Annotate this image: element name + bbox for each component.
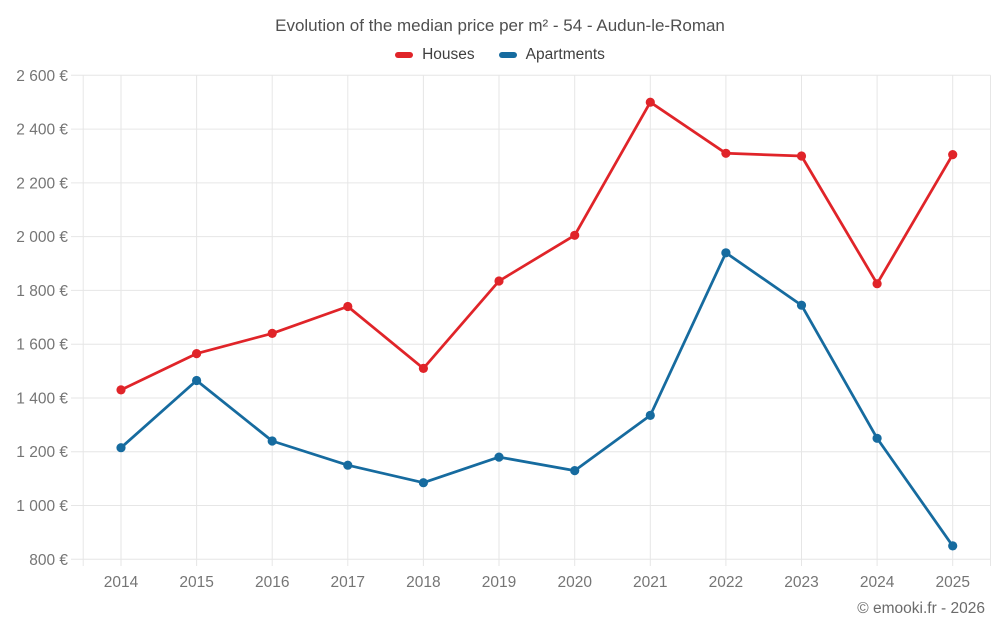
point-houses-2024[interactable] [872, 279, 882, 289]
legend-swatch-apartments-icon [498, 52, 517, 58]
y-tick-label-2200: 2 200 € [16, 175, 68, 192]
point-apartments-2023[interactable] [796, 300, 807, 310]
point-houses-2017[interactable] [343, 301, 353, 312]
series-line-apartments [119, 251, 955, 548]
point-houses-2025[interactable] [948, 150, 958, 160]
point-houses-2018[interactable] [418, 363, 428, 373]
y-tick-label-1200: 1 200 € [16, 444, 68, 461]
x-tick-label-2017: 2017 [331, 574, 365, 591]
legend-item-apartments[interactable]: Apartments [498, 46, 605, 64]
y-tick-label-2000: 2 000 € [16, 229, 68, 246]
x-tick-label-2022: 2022 [709, 574, 743, 591]
x-tick-label-2024: 2024 [860, 574, 895, 591]
x-tick-label-2018: 2018 [406, 574, 440, 591]
legend-label-houses: Houses [422, 46, 475, 63]
point-houses-2021[interactable] [645, 97, 655, 107]
x-tick-label-2019: 2019 [482, 574, 516, 591]
y-tick-label-1400: 1 400 € [16, 391, 68, 408]
legend: Houses Apartments [0, 46, 1000, 64]
point-apartments-2017[interactable] [343, 460, 353, 470]
point-apartments-2016[interactable] [267, 436, 277, 446]
point-apartments-2015[interactable] [192, 375, 202, 386]
y-tick-label-2400: 2 400 € [16, 122, 68, 139]
legend-label-apartments: Apartments [525, 46, 605, 63]
x-tick-label-2023: 2023 [784, 574, 818, 591]
x-tick-label-2020: 2020 [557, 574, 592, 591]
x-tick-label-2025: 2025 [935, 574, 969, 591]
x-tick-label-2021: 2021 [633, 574, 667, 591]
point-apartments-2024[interactable] [872, 433, 882, 443]
x-tick-label-2014: 2014 [104, 574, 139, 591]
legend-item-houses[interactable]: Houses [395, 46, 475, 64]
point-houses-2015[interactable] [192, 349, 202, 359]
chart-title: Evolution of the median price per m² - 5… [275, 16, 725, 35]
watermark: © emooki.fr - 2026 [857, 600, 985, 617]
point-apartments-2019[interactable] [494, 452, 504, 462]
y-tick-label-1000: 1 000 € [16, 498, 68, 515]
y-tick-label-1800: 1 800 € [16, 283, 68, 300]
series-line-houses [119, 100, 955, 392]
point-apartments-2020[interactable] [570, 466, 580, 476]
point-apartments-2014[interactable] [116, 443, 126, 453]
point-apartments-2021[interactable] [645, 410, 655, 420]
point-apartments-2018[interactable] [418, 478, 428, 488]
point-houses-2014[interactable] [116, 385, 126, 395]
point-apartments-2022[interactable] [721, 248, 731, 258]
point-houses-2016[interactable] [267, 328, 277, 338]
point-houses-2019[interactable] [494, 276, 504, 286]
point-houses-2022[interactable] [721, 148, 731, 158]
point-houses-2023[interactable] [796, 151, 807, 161]
point-apartments-2025[interactable] [948, 541, 958, 551]
y-tick-label-2600: 2 600 € [16, 68, 68, 85]
point-houses-2020[interactable] [570, 230, 580, 240]
y-tick-label-1600: 1 600 € [16, 337, 68, 354]
y-tick-label-800: 800 € [29, 552, 68, 569]
legend-swatch-houses-icon [395, 52, 414, 58]
x-tick-label-2016: 2016 [255, 574, 289, 591]
x-tick-label-2015: 2015 [179, 574, 213, 591]
